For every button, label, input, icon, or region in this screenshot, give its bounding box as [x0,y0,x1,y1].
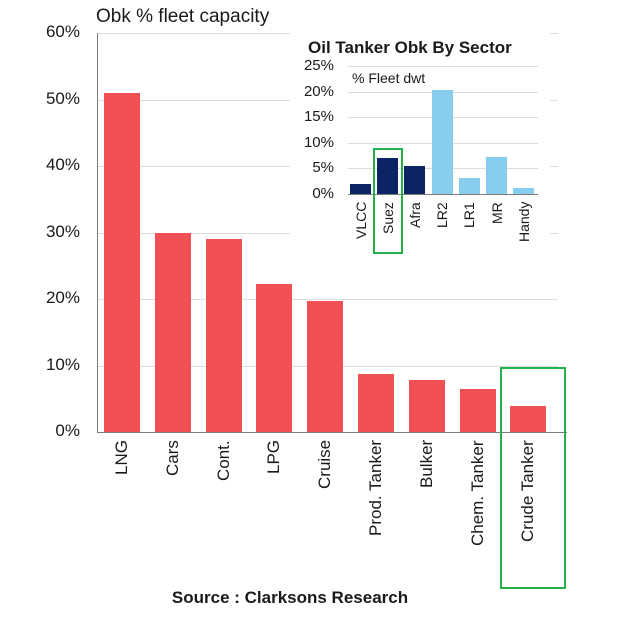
main-x-tick-label: Cars [162,440,182,476]
inset-x-tick-label: Handy [515,201,532,242]
inset-y-tick-label: 25% [303,57,334,74]
main-x-tick-label: Cont. [213,440,233,481]
inset-y-tick-label: 15% [303,108,334,126]
inset-y-tick-label: 0% [312,185,334,202]
main-y-tick-label: 60% [45,22,80,41]
inset-bar [431,90,453,194]
inset-x-tick-label: LR2 [434,202,451,228]
inset-y-tick-label: 5% [312,159,334,177]
inset-x-tick-label: VLCC [352,201,369,239]
main-y-tick-label: 40% [45,155,80,174]
main-bar [307,300,344,432]
suez-highlight-box [373,148,403,254]
inset-bar [458,178,480,194]
main-x-tick-label: Cruise [315,439,335,489]
main-y-tick-label: 50% [45,88,80,108]
main-bar [256,283,293,432]
inset-bar [350,183,371,194]
main-x-tick-label: Bulker [416,439,436,488]
main-x-tick-label: Chem. Tanker [467,440,487,546]
inset-bar [513,188,535,194]
inset-bar [404,165,426,194]
main-gridline [98,299,558,300]
main-chart-title: Obk % fleet capacity [96,6,270,27]
main-bar [459,388,496,432]
crude-tanker-highlight-box [500,367,566,589]
main-x-tick-label: LNG [112,440,131,475]
main-x-axis-line [97,432,567,433]
main-bar [104,92,140,432]
inset-chart-title: Oil Tanker Obk By Sector [308,38,512,57]
main-y-tick-label: 0% [55,421,80,440]
main-y-axis-line [97,33,98,433]
main-bar [154,232,191,432]
main-y-tick-label: 20% [45,288,80,307]
inset-y-tick-label: 10% [303,133,334,151]
inset-bar [486,157,507,194]
inset-x-tick-label: Afra [406,202,423,228]
main-bar [205,239,242,432]
inset-x-tick-label: MR [488,202,505,224]
inset-chart: Oil Tanker Obk By Sector 0% 5% 10% 15% 20% 25… [290,30,550,260]
inset-bar [377,158,399,194]
inset-x-tick-label: LR1 [461,202,478,228]
main-y-tick-label: 10% [45,354,80,374]
main-x-tick-label: Prod. Tanker [366,439,385,536]
main-bar [510,406,547,432]
main-x-tick-label: LPG [264,439,284,474]
main-bar [358,374,394,432]
inset-x-axis-line [348,194,538,195]
inset-y-tick-label: 20% [303,82,334,100]
main-bar [408,380,445,432]
inset-gridline [348,66,538,67]
source-caption: Source : Clarksons Research [171,588,409,607]
inset-subtitle: % Fleet dwt [352,70,426,86]
main-y-tick-label: 30% [45,221,80,241]
